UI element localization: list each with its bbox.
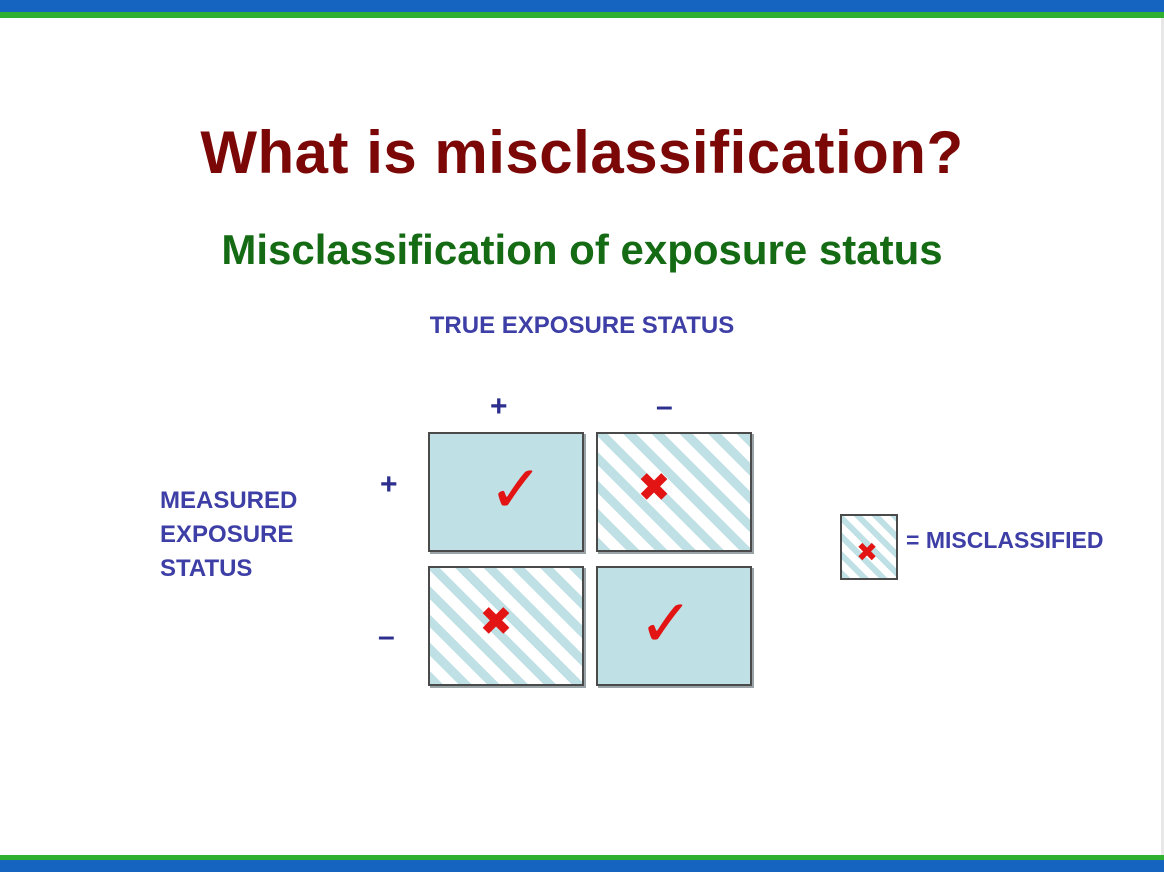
slide-title: What is misclassification?	[200, 119, 964, 186]
measured-label-line: MEASURED	[160, 487, 298, 514]
cell-pos-pos-correct: ✓	[428, 432, 584, 552]
bottom-green-bar	[0, 855, 1164, 860]
true-exposure-label: TRUE EXPOSURE STATUS	[429, 312, 735, 339]
check-icon: ✓	[638, 585, 694, 662]
cell-pos-neg-misclassified: ✖	[596, 432, 752, 552]
cross-icon: ✖	[479, 599, 513, 645]
measured-exposure-label: MEASURED EXPOSURE STATUS	[160, 484, 297, 586]
cell-neg-neg-correct: ✓	[596, 566, 752, 686]
top-blue-bar	[0, 0, 1164, 12]
row-sign-positive: +	[380, 468, 398, 501]
cell-neg-pos-misclassified: ✖	[428, 566, 584, 686]
legend-swatch: ✖	[840, 514, 898, 580]
check-icon: ✓	[488, 451, 544, 528]
column-sign-negative: –	[656, 390, 673, 423]
top-green-bar	[0, 12, 1164, 18]
row-sign-negative: –	[378, 620, 395, 653]
cross-icon: ✖	[637, 465, 671, 511]
cross-icon: ✖	[856, 538, 878, 568]
measured-label-line: EXPOSURE	[160, 521, 294, 548]
measured-label-line: STATUS	[160, 555, 253, 582]
right-edge-line	[1161, 18, 1164, 855]
bottom-blue-bar	[0, 860, 1164, 872]
column-sign-positive: +	[490, 390, 508, 423]
slide-subtitle: Misclassification of exposure status	[221, 226, 943, 273]
legend-label: = MISCLASSIFIED	[906, 527, 1104, 553]
